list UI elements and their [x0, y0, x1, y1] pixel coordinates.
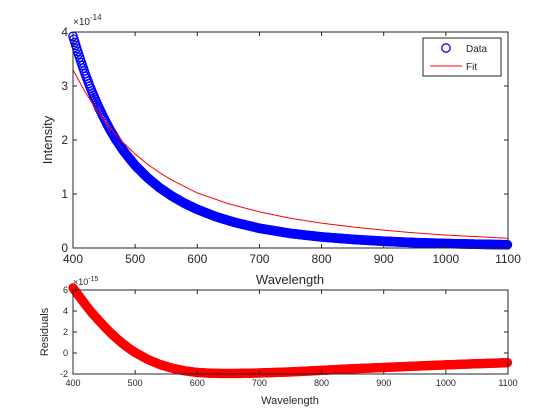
- intensity-series-markers: [68, 31, 513, 250]
- intensity-x-tick-label: 500: [125, 252, 145, 266]
- intensity-y-tick-label: 2: [61, 133, 68, 147]
- residuals-y-exponent-power: -15: [88, 276, 98, 283]
- residuals-data-point: [502, 357, 513, 368]
- intensity-y-tick-label: 4: [61, 25, 68, 39]
- intensity-x-tick-label: 400: [63, 252, 83, 266]
- legend-entry-data: Data: [466, 44, 488, 55]
- intensity-axes: 400 500 600 700 800 900 1000 1100 0 1 2 3 4 Wavelen…: [40, 13, 521, 287]
- intensity-x-tick-label: 1000: [433, 252, 460, 266]
- intensity-data-point: [502, 239, 513, 250]
- residuals-x-tick-label: 600: [190, 378, 205, 388]
- residuals-x-tick-label: 500: [128, 378, 143, 388]
- intensity-x-tick-label: 1100: [495, 252, 521, 266]
- residuals-y-tick-label: 0: [63, 348, 68, 358]
- intensity-x-tick-label: 900: [374, 252, 394, 266]
- legend-box: [422, 37, 502, 77]
- residuals-x-tick-label: 1100: [498, 378, 517, 388]
- intensity-y-tick-label: 0: [61, 241, 68, 255]
- intensity-x-axis-label: Wavelength: [256, 272, 324, 287]
- residuals-y-tick-label: -2: [60, 369, 68, 379]
- residuals-y-tick-label: 2: [63, 327, 68, 337]
- residuals-x-ticks: 400 500 600 700 800 900 1000 1100: [65, 290, 518, 388]
- residuals-x-tick-label: 700: [252, 378, 267, 388]
- residuals-y-axis-label: Residuals: [39, 307, 51, 356]
- residuals-y-ticks: -2 0 2 4 6: [60, 285, 508, 379]
- residuals-x-tick-label: 900: [376, 378, 391, 388]
- intensity-y-axis-label: Intensity: [40, 115, 55, 164]
- legend-data-marker: [441, 43, 451, 53]
- intensity-x-ticks: 400 500 600 700 800 900 1000 1100: [63, 32, 521, 266]
- residuals-y-tick-label: 6: [63, 285, 68, 295]
- residuals-x-axis-label: Wavelength: [261, 395, 319, 407]
- intensity-fit-line: [72, 69, 509, 239]
- intensity-x-tick-label: 800: [312, 252, 332, 266]
- intensity-y-exponent-base: ×10: [73, 17, 90, 28]
- intensity-x-tick-label: 600: [187, 252, 207, 266]
- intensity-y-tick-label: 1: [61, 187, 68, 201]
- residuals-x-tick-label: 1000: [436, 378, 456, 388]
- intensity-y-tick-label: 3: [61, 79, 68, 93]
- legend: Data Fit: [422, 37, 502, 77]
- residuals-x-tick-label: 800: [314, 378, 329, 388]
- residuals-y-exponent-base: ×10: [73, 277, 88, 287]
- residuals-x-tick-label: 400: [65, 378, 80, 388]
- intensity-y-ticks: 0 1 2 3 4: [61, 25, 508, 255]
- legend-entry-fit: Fit: [466, 62, 477, 73]
- residuals-y-tick-label: 4: [63, 306, 68, 316]
- residuals-y-exponent: ×10-15: [73, 276, 99, 287]
- intensity-plot-area: [68, 31, 513, 250]
- intensity-y-exponent: ×10-14: [73, 13, 102, 28]
- intensity-x-tick-label: 700: [249, 252, 269, 266]
- residuals-axes: 400 500 600 700 800 900 1000 1100 -2 0 2 4 6 Wavele…: [39, 276, 518, 407]
- intensity-y-exponent-power: -14: [90, 13, 102, 22]
